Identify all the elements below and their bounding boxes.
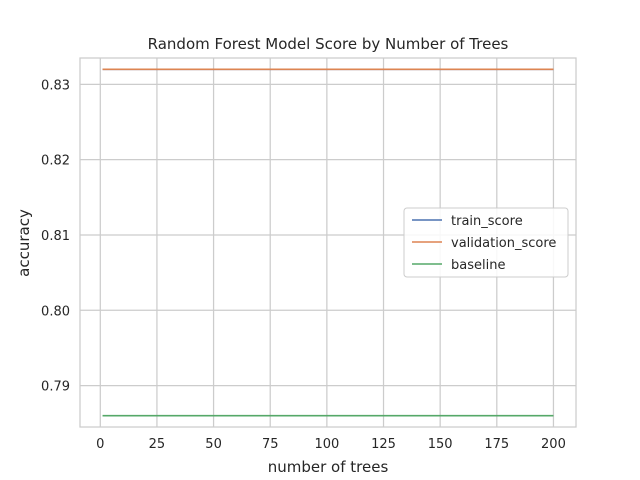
y-tick-label: 0.81 <box>41 229 70 244</box>
grid <box>80 58 576 427</box>
legend-label: validation_score <box>451 236 556 251</box>
x-tick-label: 75 <box>262 437 279 452</box>
legend-box <box>403 207 569 278</box>
legend-label: baseline <box>451 258 505 273</box>
x-tick-label: 175 <box>484 437 509 452</box>
plot-frame <box>79 57 577 428</box>
x-tick-label: 0 <box>96 437 104 452</box>
x-tick-label: 25 <box>149 437 166 452</box>
x-tick-label: 200 <box>541 437 566 452</box>
y-axis-label: accuracy <box>15 209 33 277</box>
legend-label: train_score <box>451 214 523 229</box>
legend: train_score validation_score baseline <box>403 207 569 278</box>
y-tick-label: 0.79 <box>41 380 70 395</box>
series-group <box>102 68 554 417</box>
x-tick-label: 50 <box>205 437 222 452</box>
x-tick-label: 100 <box>314 437 339 452</box>
x-axis-label: number of trees <box>268 458 389 476</box>
x-tick-label: 125 <box>371 437 396 452</box>
chart-title: Random Forest Model Score by Number of T… <box>148 35 509 53</box>
y-tick-label: 0.80 <box>41 304 70 319</box>
tick-labels: 0 25 50 75 100 125 150 175 200 0.79 0.80 0.81 0.82 0.… <box>41 78 566 452</box>
x-tick-label: 150 <box>428 437 453 452</box>
y-tick-label: 0.82 <box>41 154 70 169</box>
y-tick-label: 0.83 <box>41 78 70 93</box>
